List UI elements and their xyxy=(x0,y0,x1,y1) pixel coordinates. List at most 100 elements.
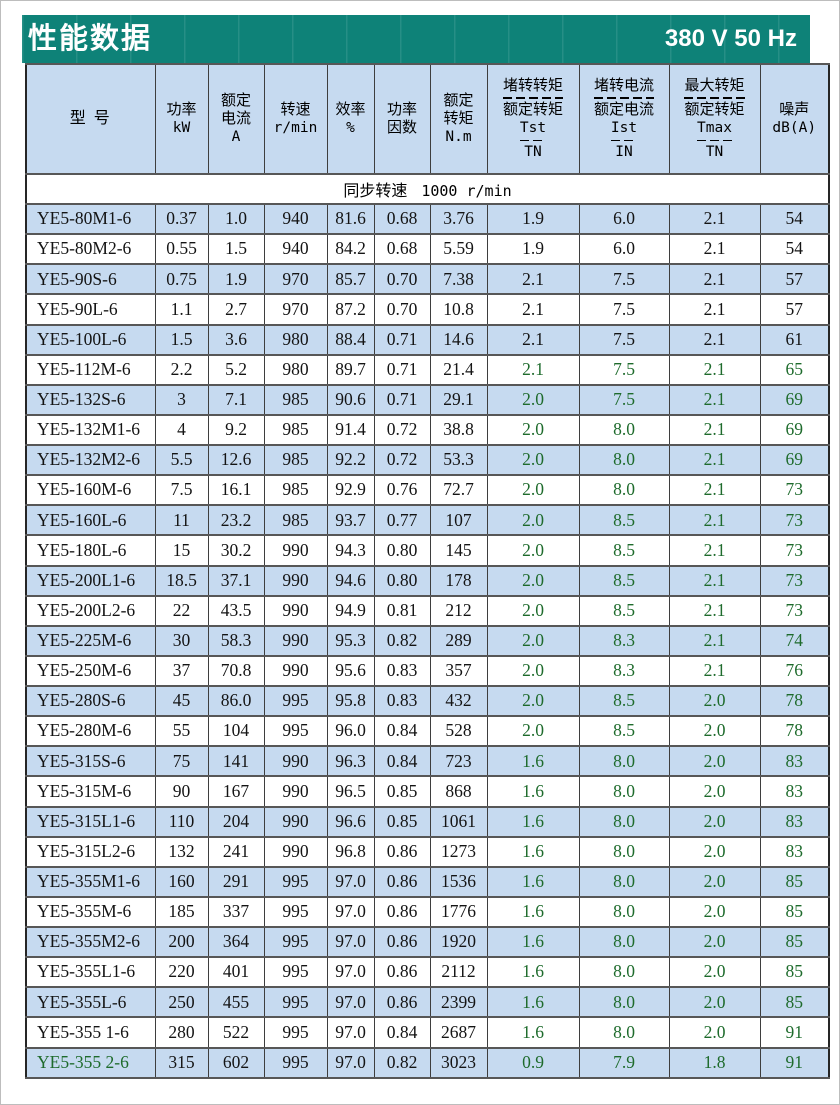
column-header-max-torque-ratio: 最大转矩 额定转矩 Tmax TN xyxy=(668,63,761,175)
value-cell: 990 xyxy=(263,624,328,657)
table-row: YE5-100L-6 1.5 3.6 980 88.4 0.71 14.6 2.1 7.5 2.1… xyxy=(25,323,830,356)
sync-speed-value: 1000 r/min xyxy=(421,182,512,200)
value-cell: 97.0 xyxy=(326,895,375,929)
header-line: Tmax xyxy=(692,119,737,141)
value-cell: 0.75 xyxy=(154,263,209,296)
table-row: YE5-200L2-6 22 43.5 990 94.9 0.81 212 2.0 8.5 2.1… xyxy=(25,594,830,627)
value-cell: 69 xyxy=(759,413,830,447)
value-cell: 30.2 xyxy=(207,534,265,567)
value-cell: 2.1 xyxy=(486,323,580,356)
model-cell: YE5-200L1-6 xyxy=(25,564,156,597)
model-cell: YE5-315L1-6 xyxy=(25,805,156,838)
header-line: 额定 xyxy=(220,93,251,109)
value-cell: 0.81 xyxy=(373,594,431,627)
model-cell: YE5-132S-6 xyxy=(25,383,156,416)
value-cell: 5.2 xyxy=(207,353,265,386)
value-cell: 85 xyxy=(759,895,830,929)
table-row: YE5-355 2-6 315 602 995 97.0 0.82 3023 0.9 7.9 1.… xyxy=(25,1046,830,1079)
model-cell: YE5-80M2-6 xyxy=(25,233,156,266)
value-cell: 2.1 xyxy=(668,624,761,657)
value-cell: 2.1 xyxy=(668,263,761,296)
value-cell: 78 xyxy=(759,715,830,748)
value-cell: 8.5 xyxy=(578,504,670,537)
value-cell: 315 xyxy=(154,1046,209,1079)
header-line: kW xyxy=(172,120,191,136)
value-cell: 1.6 xyxy=(486,986,580,1019)
column-header-rated-current: 额定 电流 A xyxy=(207,63,265,175)
value-cell: 53.3 xyxy=(429,443,488,477)
value-cell: 2.1 xyxy=(668,654,761,688)
value-cell: 3 xyxy=(154,383,209,416)
column-header-rated-torque: 额定 转矩 N.m xyxy=(429,63,488,175)
value-cell: 995 xyxy=(263,925,328,959)
header-line: 电流 xyxy=(220,111,251,127)
value-cell: 7.5 xyxy=(154,474,209,507)
value-cell: 18.5 xyxy=(154,564,209,597)
value-cell: 83 xyxy=(759,775,830,808)
value-cell: 1.6 xyxy=(486,1016,580,1049)
table-row: YE5-160L-6 11 23.2 985 93.7 0.77 107 2.0 8.5 2.1 7… xyxy=(25,504,830,537)
column-header-locked-rotor-current-ratio: 堵转电流 额定电流 Ist IN xyxy=(578,63,670,175)
value-cell: 2.0 xyxy=(668,805,761,838)
value-cell: 2.0 xyxy=(668,745,761,778)
value-cell: 2.1 xyxy=(668,202,761,236)
value-cell: 1.6 xyxy=(486,956,580,989)
value-cell: 178 xyxy=(429,564,488,597)
header-line: 最大转矩 xyxy=(679,77,749,99)
header-line: 额定电流 xyxy=(593,102,654,118)
value-cell: 90.6 xyxy=(326,383,375,416)
value-cell: 89.7 xyxy=(326,353,375,386)
value-cell: 990 xyxy=(263,594,328,627)
value-cell: 8.0 xyxy=(578,835,670,868)
value-cell: 0.71 xyxy=(373,323,431,356)
header-line: r/min xyxy=(273,120,318,136)
value-cell: 8.3 xyxy=(578,654,670,688)
value-cell: 723 xyxy=(429,745,488,778)
header-line: 堵转电流 xyxy=(589,77,659,99)
value-cell: 432 xyxy=(429,684,488,718)
value-cell: 7.38 xyxy=(429,263,488,296)
header-line: Tst xyxy=(515,119,551,141)
model-cell: YE5-90S-6 xyxy=(25,263,156,296)
value-cell: 2.0 xyxy=(486,684,580,718)
value-cell: 1273 xyxy=(429,835,488,868)
value-cell: 2.1 xyxy=(668,564,761,597)
value-cell: 96.6 xyxy=(326,805,375,838)
value-cell: 69 xyxy=(759,443,830,477)
value-cell: 3.76 xyxy=(429,202,488,236)
value-cell: 985 xyxy=(263,504,328,537)
value-cell: 83 xyxy=(759,805,830,838)
header-line: TN xyxy=(705,144,724,161)
header-line: 堵转转矩 xyxy=(498,77,568,99)
value-cell: 0.85 xyxy=(373,775,431,808)
value-cell: 58.3 xyxy=(207,624,265,657)
value-cell: 65 xyxy=(759,353,830,386)
value-cell: 250 xyxy=(154,986,209,1019)
value-cell: 8.5 xyxy=(578,564,670,597)
value-cell: 97.0 xyxy=(326,865,375,898)
value-cell: 83 xyxy=(759,745,830,778)
value-cell: 0.72 xyxy=(373,443,431,477)
value-cell: 9.2 xyxy=(207,413,265,447)
header-line: dB(A) xyxy=(772,120,817,136)
value-cell: 21.4 xyxy=(429,353,488,386)
value-cell: 0.86 xyxy=(373,986,431,1019)
value-cell: 970 xyxy=(263,263,328,296)
table-row: YE5-200L1-6 18.5 37.1 990 94.6 0.80 178 2.0 8.5 2… xyxy=(25,564,830,597)
value-cell: 0.86 xyxy=(373,925,431,959)
value-cell: 85 xyxy=(759,986,830,1019)
value-cell: 1.6 xyxy=(486,835,580,868)
value-cell: 70.8 xyxy=(207,654,265,688)
value-cell: 0.86 xyxy=(373,895,431,929)
value-cell: 8.0 xyxy=(578,805,670,838)
header-line: 额定 xyxy=(443,93,474,109)
value-cell: 16.1 xyxy=(207,474,265,507)
table-row: YE5-355M2-6 200 364 995 97.0 0.86 1920 1.6 8.0 2.… xyxy=(25,925,830,959)
value-cell: 73 xyxy=(759,504,830,537)
sync-speed-row: 同步转速 1000 r/min xyxy=(25,173,830,205)
value-cell: 72.7 xyxy=(429,474,488,507)
value-cell: 291 xyxy=(207,865,265,898)
header-line: % xyxy=(346,120,355,136)
value-cell: 2.1 xyxy=(668,353,761,386)
